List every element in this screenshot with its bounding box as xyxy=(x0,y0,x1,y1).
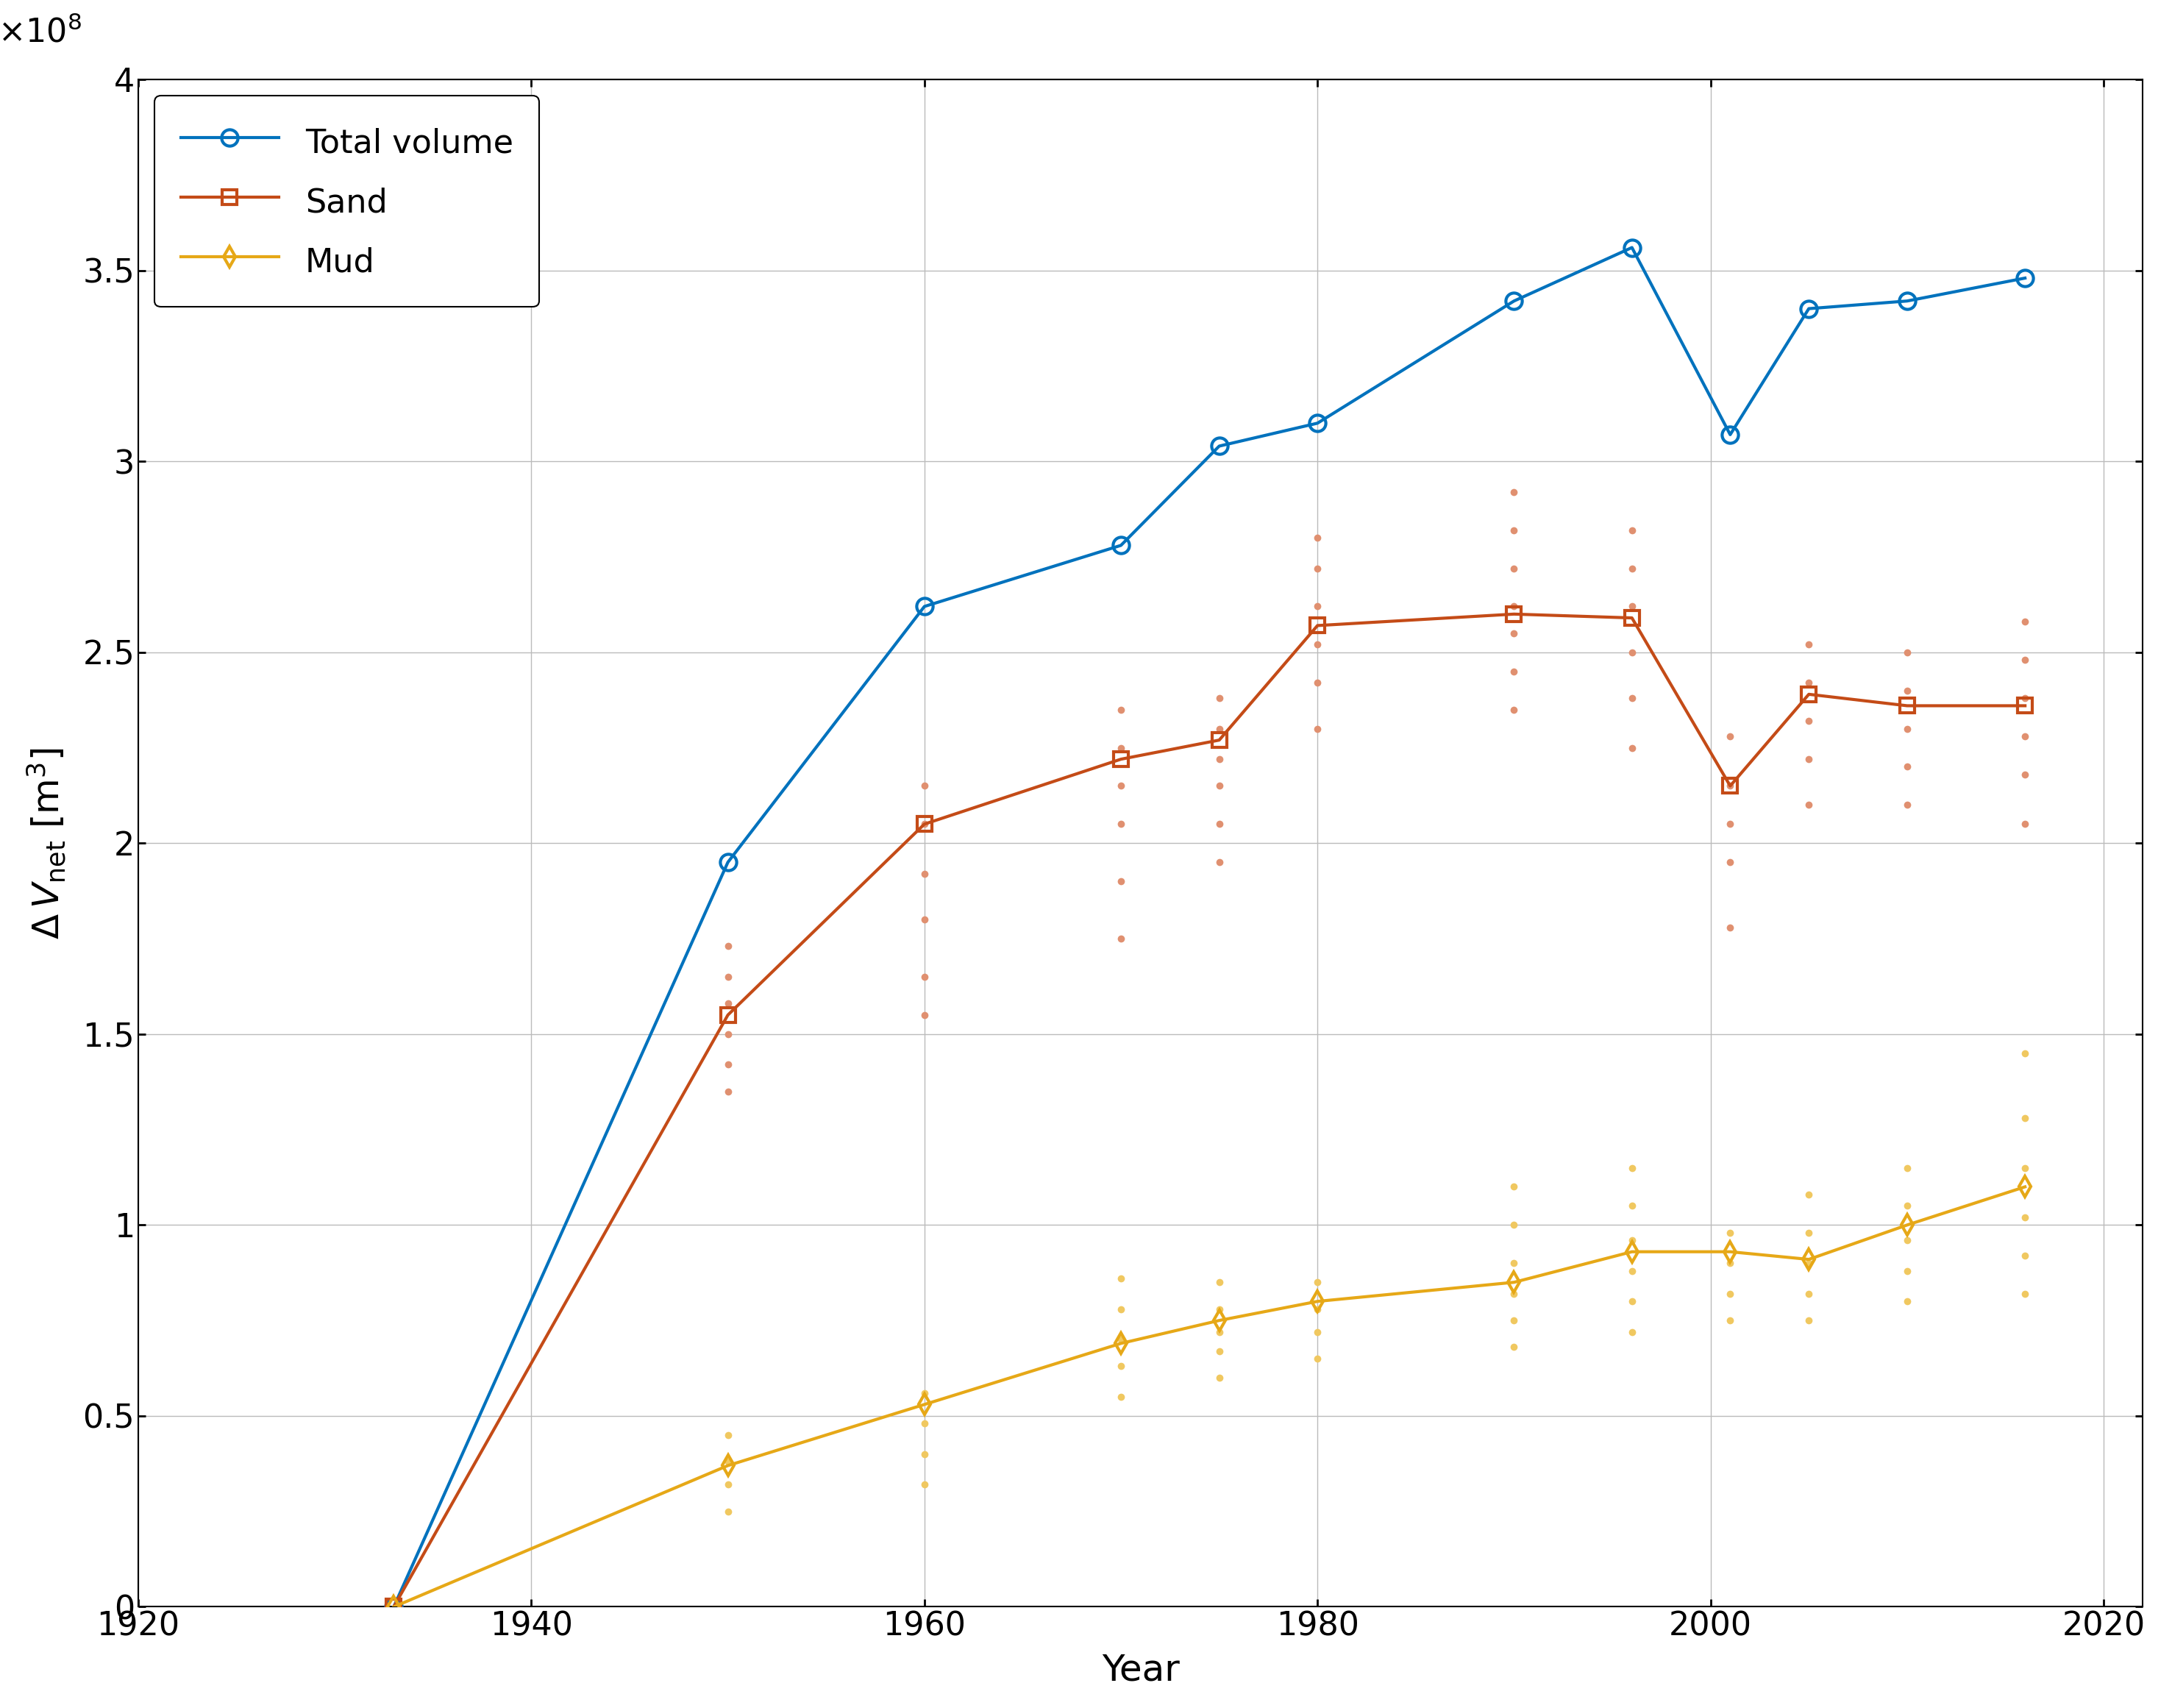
Sand xyxy=(1618,608,1644,629)
Total volume xyxy=(1894,290,1920,311)
Mud xyxy=(1894,1214,1920,1235)
Mud xyxy=(1796,1249,1822,1269)
Sand xyxy=(1796,683,1822,704)
Total volume xyxy=(1108,535,1134,555)
Legend: Total volume, Sand, Mud: Total volume, Sand, Mud xyxy=(154,96,539,307)
Sand xyxy=(715,1004,741,1025)
Mud xyxy=(380,1597,406,1617)
Sand xyxy=(1501,605,1527,625)
Mud xyxy=(715,1455,741,1476)
Total volume xyxy=(1501,290,1527,311)
Sand xyxy=(1894,695,1920,716)
Total volume xyxy=(1205,436,1232,456)
Sand xyxy=(1305,615,1331,635)
Line: Sand: Sand xyxy=(387,606,2033,1614)
Sand xyxy=(1205,729,1232,750)
X-axis label: Year: Year xyxy=(1101,1652,1179,1688)
Mud xyxy=(1205,1310,1232,1331)
Sand xyxy=(1718,775,1744,796)
Total volume xyxy=(1305,413,1331,434)
Mud xyxy=(1108,1334,1134,1354)
Mud xyxy=(1305,1291,1331,1312)
Line: Total volume: Total volume xyxy=(387,239,2033,1616)
Text: $\times 10^8$: $\times 10^8$ xyxy=(0,15,83,50)
Sand xyxy=(912,813,938,834)
Total volume xyxy=(912,596,938,617)
Line: Mud: Mud xyxy=(387,1180,2033,1614)
Mud xyxy=(1618,1242,1644,1262)
Mud xyxy=(912,1394,938,1414)
Total volume xyxy=(715,852,741,873)
Mud xyxy=(2011,1177,2037,1197)
Total volume xyxy=(2011,268,2037,289)
Total volume xyxy=(1718,424,1744,444)
Total volume xyxy=(1618,237,1644,258)
Sand xyxy=(380,1597,406,1617)
Sand xyxy=(2011,695,2037,716)
Mud xyxy=(1718,1242,1744,1262)
Mud xyxy=(1501,1272,1527,1293)
Y-axis label: $\Delta\,V_{\rm net}$ [m$^3$]: $\Delta\,V_{\rm net}$ [m$^3$] xyxy=(26,748,67,939)
Total volume xyxy=(1796,299,1822,319)
Sand xyxy=(1108,748,1134,769)
Total volume xyxy=(380,1597,406,1617)
